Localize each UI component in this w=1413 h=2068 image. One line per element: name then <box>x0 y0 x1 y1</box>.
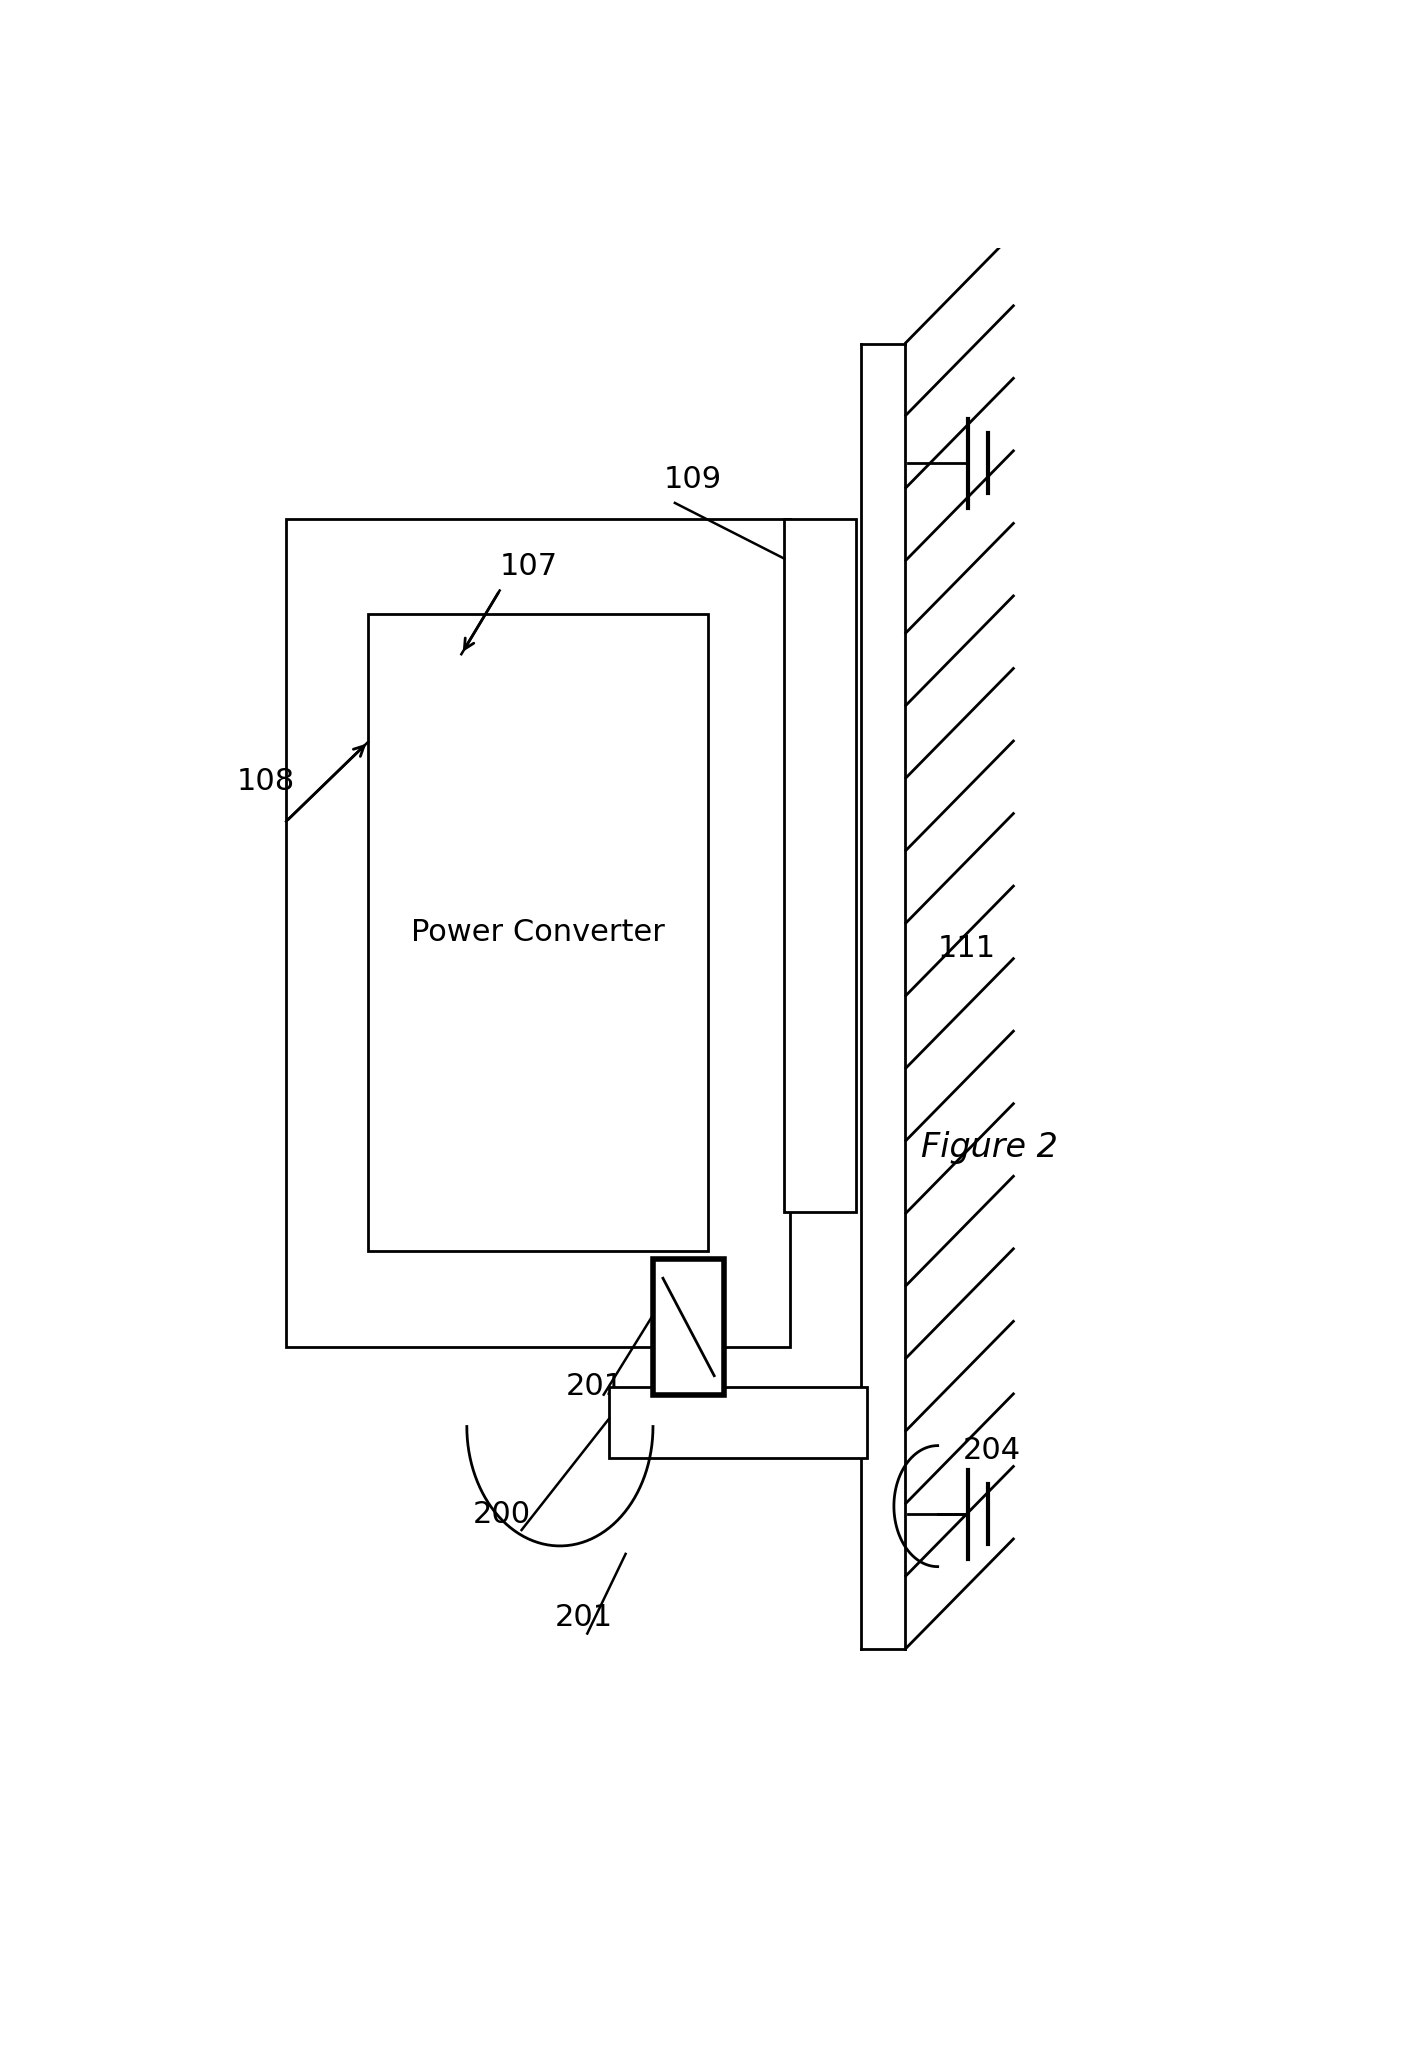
Text: 201: 201 <box>554 1603 613 1632</box>
Text: 200: 200 <box>472 1499 530 1528</box>
Text: 109: 109 <box>664 465 722 494</box>
Text: Figure 2: Figure 2 <box>921 1131 1058 1164</box>
Bar <box>285 519 790 1346</box>
Bar <box>369 614 708 1251</box>
Text: 204: 204 <box>962 1435 1022 1464</box>
Bar <box>784 519 856 1212</box>
Text: 111: 111 <box>938 935 996 964</box>
Bar <box>653 1259 725 1394</box>
Text: 107: 107 <box>500 552 558 581</box>
Text: 201: 201 <box>565 1373 623 1402</box>
Bar <box>609 1388 866 1458</box>
Text: Power Converter: Power Converter <box>411 918 666 947</box>
Text: 108: 108 <box>237 767 295 796</box>
